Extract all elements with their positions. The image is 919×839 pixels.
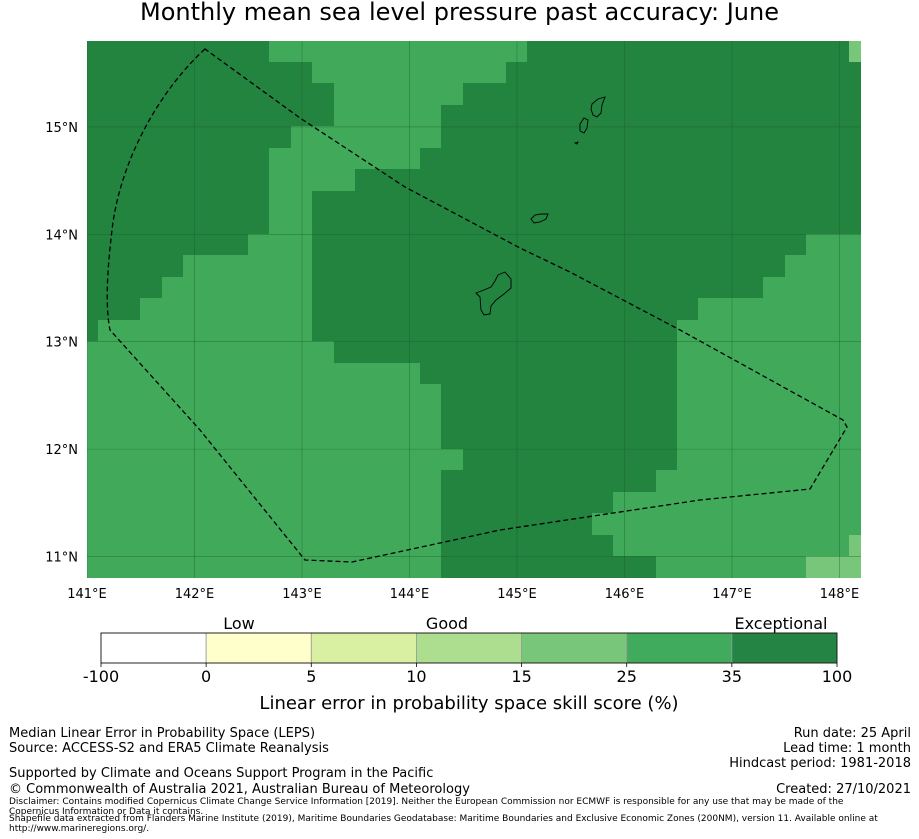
lon-tick-label: 148°E — [820, 587, 860, 602]
chart-title: Monthly mean sea level pressure past acc… — [139, 0, 779, 26]
colorbar-tick-label: -100 — [83, 667, 119, 686]
disclaimer-line-1: Disclaimer: Contains modified Copernicus… — [9, 797, 844, 807]
lat-tick-label: 13°N — [45, 336, 78, 351]
colorbar-frame — [100, 632, 838, 664]
island-tinian-coastline — [579, 117, 589, 134]
colorbar-swatch — [416, 632, 522, 664]
colorbar-swatch — [310, 632, 417, 664]
lon-tick-label: 145°E — [497, 587, 537, 602]
island-aguijan-coastline — [573, 141, 579, 145]
skill-field-exceptional-west — [87, 41, 334, 341]
colorbar-category-label: Exceptional — [735, 614, 828, 633]
colorbar-category-label: Low — [223, 614, 255, 633]
colorbar-category-label: Good — [426, 614, 468, 633]
disclaimer-line-4: http://www.marineregions.org/. — [9, 824, 150, 834]
lon-tick-label: 141°E — [67, 587, 107, 602]
colorbar-tick-label: 10 — [406, 667, 426, 686]
colorbar-swatch — [626, 632, 733, 664]
island-rota-coastline — [530, 213, 549, 224]
lat-tick-label: 12°N — [45, 443, 78, 458]
skill-field-good-patch — [806, 556, 861, 578]
lon-tick-label: 146°E — [605, 587, 645, 602]
skill-field-good-patch — [849, 535, 861, 556]
colorbar-swatch — [731, 632, 838, 664]
footer-source: Source: ACCESS-S2 and ERA5 Climate Reana… — [9, 741, 329, 756]
lon-tick-label: 143°E — [282, 587, 322, 602]
skill-field-good-patch — [849, 41, 861, 62]
footer-support: Supported by Climate and Oceans Support … — [9, 766, 434, 781]
eez-boundary — [106, 48, 848, 563]
island-saipan-coastline — [590, 96, 606, 118]
island-guam-coastline — [475, 271, 512, 316]
footer-method: Median Linear Error in Probability Space… — [9, 726, 316, 741]
colorbar-swatch — [521, 632, 628, 664]
colorbar-tick-label: 100 — [822, 667, 853, 686]
colorbar: -100 0 5 10 15 25 35 100 Low Good Exceptional Linea… — [83, 614, 852, 714]
disclaimer-line-2: Copernicus Information or Data it contai… — [9, 807, 204, 817]
colorbar-label: Linear error in probability space skill … — [259, 693, 678, 714]
lon-tick-label: 147°E — [712, 587, 752, 602]
disclaimer-line-3: Shapefile data extracted from Flanders M… — [9, 814, 878, 824]
lat-tick-label: 14°N — [45, 228, 78, 243]
axis-labels: 141°E 142°E 143°E 144°E 145°E 146°E 147°E 148°E… — [45, 121, 859, 602]
colorbar-swatch — [205, 632, 312, 664]
run-date: Run date: 25 April — [793, 726, 911, 741]
lon-tick-label: 144°E — [390, 587, 430, 602]
lon-tick-label: 142°E — [175, 587, 215, 602]
colorbar-tick-label: 35 — [722, 667, 742, 686]
created-date: Created: 27/10/2021 — [776, 782, 911, 797]
footer-copyright: © Commonwealth of Australia 2021, Austra… — [9, 782, 470, 797]
map-area — [87, 41, 861, 578]
skill-field-exceptional-central — [312, 41, 861, 578]
colorbar-tick-label: 15 — [511, 667, 531, 686]
lat-tick-label: 15°N — [45, 121, 78, 136]
colorbar-tick-label: 0 — [201, 667, 211, 686]
colorbar-tick-label: 5 — [306, 667, 316, 686]
colorbar-swatch — [100, 632, 207, 664]
hindcast-period: Hindcast period: 1981-2018 — [729, 756, 911, 771]
lead-time: Lead time: 1 month — [783, 741, 911, 756]
colorbar-tick-label: 25 — [617, 667, 637, 686]
lat-tick-label: 11°N — [45, 551, 78, 566]
